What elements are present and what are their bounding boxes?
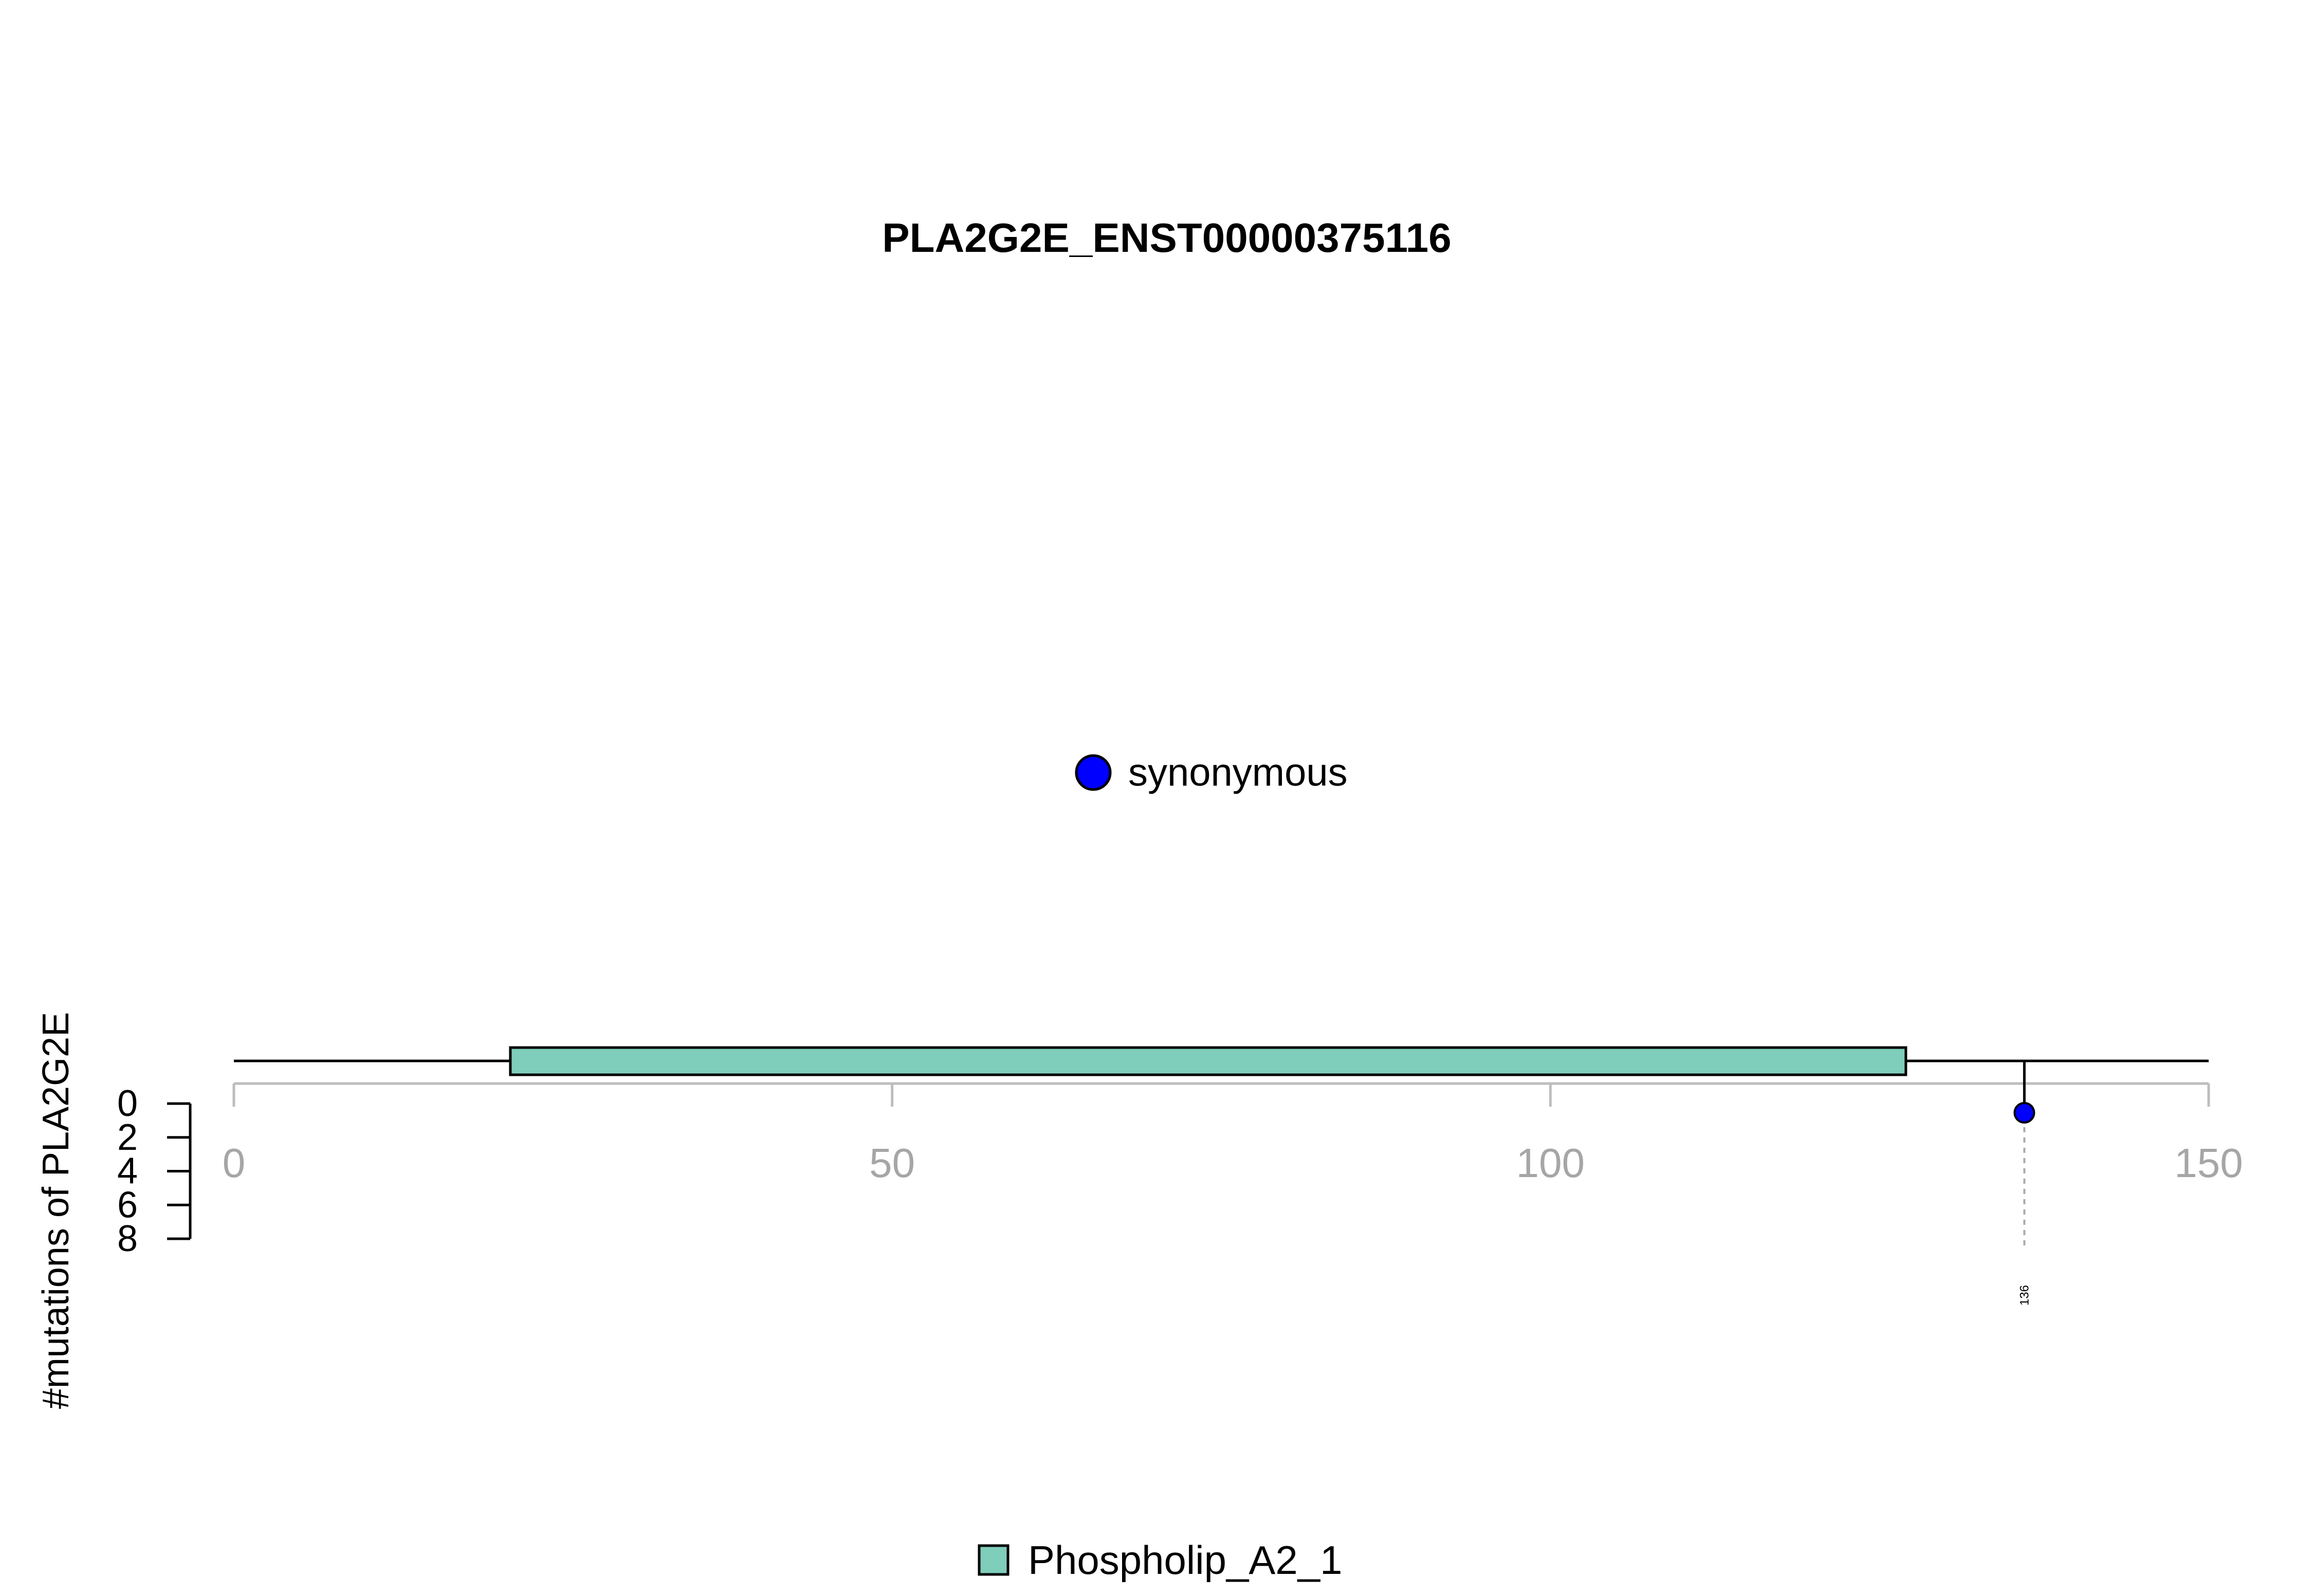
mutation-label: 136 <box>2017 1285 2031 1306</box>
legend-marker <box>1075 754 1112 791</box>
y-tick-label: 8 <box>117 1218 138 1259</box>
x-tick-label: 0 <box>223 1140 246 1186</box>
domain-legend: Phospholip_A2_1 <box>978 1537 1343 1583</box>
domain-legend-swatch <box>978 1544 1009 1576</box>
chart-title: PLA2G2E_ENST00000375116 <box>882 215 1451 261</box>
x-tick-label: 150 <box>2174 1140 2243 1186</box>
y-tick-label: 0 <box>117 1083 138 1124</box>
x-axis: 0 50 100 150 <box>223 1082 2243 1186</box>
domain-box <box>509 1046 1907 1076</box>
mutation-layer: 136 <box>2013 1061 2035 1306</box>
legend-label: synonymous <box>1128 751 1348 795</box>
domain-layer <box>509 1046 1907 1076</box>
x-tick-label: 50 <box>869 1140 915 1186</box>
mutation-legend: synonymous <box>1075 751 1348 795</box>
y-tick-label: 4 <box>117 1151 138 1192</box>
mutation-point <box>2013 1102 2035 1124</box>
y-axis-label: #mutations of PLA2G2E <box>35 1012 77 1409</box>
x-tick-label: 100 <box>1516 1140 1585 1186</box>
domain-legend-label: Phospholip_A2_1 <box>1028 1537 1343 1583</box>
y-tick-label: 2 <box>117 1117 138 1158</box>
y-tick-label: 6 <box>117 1184 138 1225</box>
